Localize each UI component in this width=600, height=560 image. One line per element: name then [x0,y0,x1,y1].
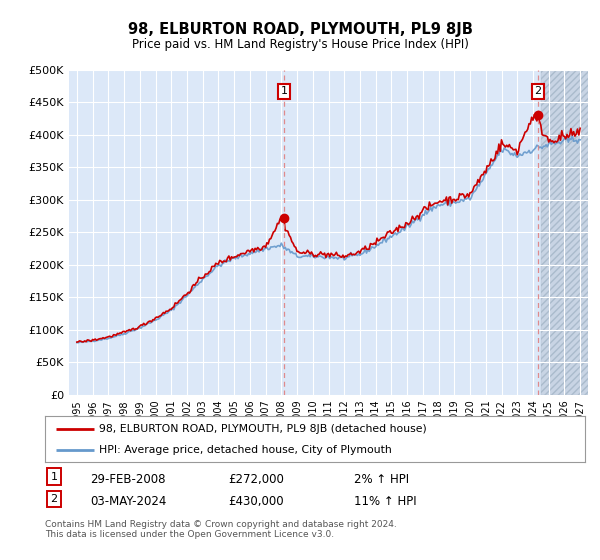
Text: 11% ↑ HPI: 11% ↑ HPI [354,495,416,508]
Text: 2% ↑ HPI: 2% ↑ HPI [354,473,409,486]
Text: 29-FEB-2008: 29-FEB-2008 [90,473,166,486]
Text: 1: 1 [280,86,287,96]
Text: 2: 2 [50,494,58,504]
Text: 98, ELBURTON ROAD, PLYMOUTH, PL9 8JB (detached house): 98, ELBURTON ROAD, PLYMOUTH, PL9 8JB (de… [99,424,427,434]
Text: 2: 2 [535,86,542,96]
Text: 98, ELBURTON ROAD, PLYMOUTH, PL9 8JB: 98, ELBURTON ROAD, PLYMOUTH, PL9 8JB [128,22,472,38]
Text: 1: 1 [50,472,58,482]
Text: 03-MAY-2024: 03-MAY-2024 [90,495,166,508]
Text: £272,000: £272,000 [228,473,284,486]
Text: Price paid vs. HM Land Registry's House Price Index (HPI): Price paid vs. HM Land Registry's House … [131,38,469,51]
Text: Contains HM Land Registry data © Crown copyright and database right 2024.
This d: Contains HM Land Registry data © Crown c… [45,520,397,539]
Text: £430,000: £430,000 [228,495,284,508]
Text: HPI: Average price, detached house, City of Plymouth: HPI: Average price, detached house, City… [99,445,392,455]
